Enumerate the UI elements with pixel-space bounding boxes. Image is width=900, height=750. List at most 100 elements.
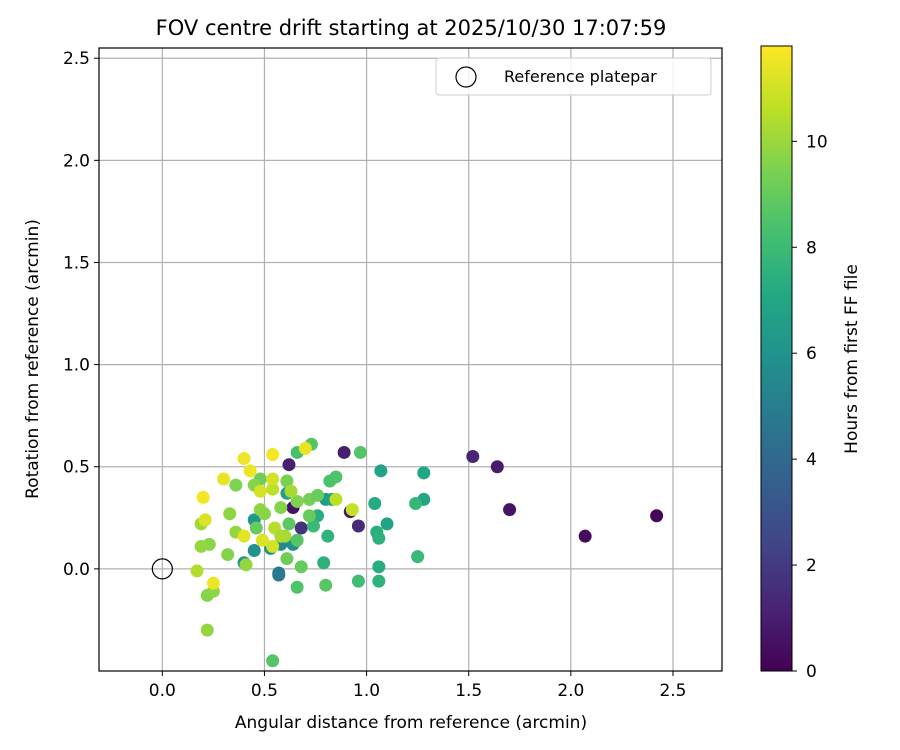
scatter-point — [247, 543, 261, 557]
scatter-point — [194, 539, 208, 553]
scatter-point — [650, 509, 664, 523]
plot-frame — [98, 47, 723, 672]
scatter-point — [298, 441, 312, 455]
scatter-point — [319, 578, 333, 592]
y-axis-ticks: 0.0 0.5 1.0 1.5 2.0 2.5 — [63, 49, 99, 580]
scatter-point — [217, 472, 231, 486]
x-tick-label: 0.5 — [251, 681, 278, 701]
colorbar-tick-label: 2 — [806, 556, 817, 576]
scatter-point — [351, 519, 365, 533]
scatter-point — [294, 521, 308, 535]
x-tick-label: 2.0 — [557, 681, 584, 701]
reference-platepar-marker — [151, 558, 173, 580]
scatter-point — [190, 564, 204, 578]
scatter-point — [266, 447, 280, 461]
x-tick-label: 1.5 — [455, 681, 482, 701]
scatter-point — [249, 521, 263, 535]
legend: Reference platepar — [435, 57, 712, 96]
scatter-point — [198, 513, 212, 527]
y-axis-label: Rotation from reference (arcmin) — [23, 219, 43, 499]
scatter-point — [255, 533, 269, 547]
x-axis-ticks: 0.0 0.5 1.0 1.5 2.0 2.5 — [149, 671, 687, 701]
scatter-point — [351, 574, 365, 588]
scatter-point — [417, 466, 431, 480]
colorbar-label: Hours from first FF file — [842, 264, 862, 454]
colorbar-tick-label: 6 — [806, 344, 817, 364]
scatter-point — [353, 445, 367, 459]
scatter-point — [372, 531, 386, 545]
x-tick-label: 2.5 — [659, 681, 686, 701]
scatter-point — [411, 550, 425, 564]
y-tick-label: 2.0 — [63, 151, 90, 171]
scatter-point — [311, 488, 325, 502]
scatter-point — [368, 497, 382, 511]
scatter-point — [372, 560, 386, 574]
scatter-point — [372, 574, 386, 588]
y-tick-label: 0.0 — [63, 560, 90, 580]
data-points — [190, 437, 664, 668]
scatter-point — [223, 507, 237, 521]
scatter-point — [345, 503, 359, 517]
colorbar: 0 2 4 6 8 10 Hours from first FF file — [760, 45, 862, 682]
colorbar-tick-label: 4 — [806, 450, 817, 470]
scatter-point — [306, 519, 320, 533]
y-tick-label: 0.5 — [63, 458, 90, 478]
scatter-point — [282, 517, 296, 531]
colorbar-gradient — [760, 45, 793, 672]
legend-box — [435, 57, 712, 96]
scatter-point — [503, 503, 517, 517]
scatter-point — [317, 556, 331, 570]
scatter-point — [229, 478, 243, 492]
y-tick-label: 2.5 — [63, 49, 90, 69]
scatter-point — [266, 539, 280, 553]
scatter-point — [274, 529, 288, 543]
scatter-point — [290, 580, 304, 594]
scatter-point — [257, 507, 271, 521]
scatter-point — [337, 445, 351, 459]
scatter-point — [284, 484, 298, 498]
chart-title: FOV centre drift starting at 2025/10/30 … — [156, 16, 667, 40]
scatter-point — [490, 460, 504, 474]
grid-lines — [99, 48, 722, 671]
scatter-point — [280, 552, 294, 566]
scatter-point — [290, 494, 304, 508]
reference-marker-group — [151, 558, 173, 580]
scatter-point — [266, 654, 280, 668]
scatter-point — [280, 474, 294, 488]
scatter-point — [466, 450, 480, 464]
scatter-point — [221, 548, 235, 562]
scatter-point — [374, 464, 388, 478]
scatter-point — [237, 452, 251, 466]
colorbar-ticks: 0 2 4 6 8 10 — [792, 132, 828, 682]
scatter-point — [578, 529, 592, 543]
scatter-point — [253, 484, 267, 498]
scatter-point — [272, 566, 286, 580]
x-tick-label: 0.0 — [149, 681, 176, 701]
legend-label: Reference platepar — [504, 67, 657, 86]
scatter-point — [329, 492, 343, 506]
scatter-point — [196, 490, 210, 504]
scatter-point — [237, 529, 251, 543]
scatter-point — [329, 470, 343, 484]
colorbar-tick-label: 0 — [806, 662, 817, 682]
colorbar-tick-label: 10 — [806, 132, 828, 152]
x-axis-label: Angular distance from reference (arcmin) — [235, 713, 587, 733]
scatter-point — [266, 472, 280, 486]
legend-marker-open-circle — [455, 66, 477, 88]
scatter-point — [243, 464, 257, 478]
y-tick-label: 1.5 — [63, 253, 90, 273]
x-tick-label: 1.0 — [353, 681, 380, 701]
scatter-point — [290, 533, 304, 547]
scatter-point — [302, 509, 316, 523]
scatter-point — [200, 623, 214, 637]
scatter-point — [409, 497, 423, 511]
scatter-point — [380, 517, 394, 531]
scatter-point — [321, 529, 335, 543]
scatter-point — [206, 576, 220, 590]
scatter-point — [239, 558, 253, 572]
scatter-point — [274, 501, 288, 515]
scatter-point — [294, 560, 308, 574]
scatter-point — [282, 458, 296, 472]
colorbar-tick-label: 8 — [806, 238, 817, 258]
